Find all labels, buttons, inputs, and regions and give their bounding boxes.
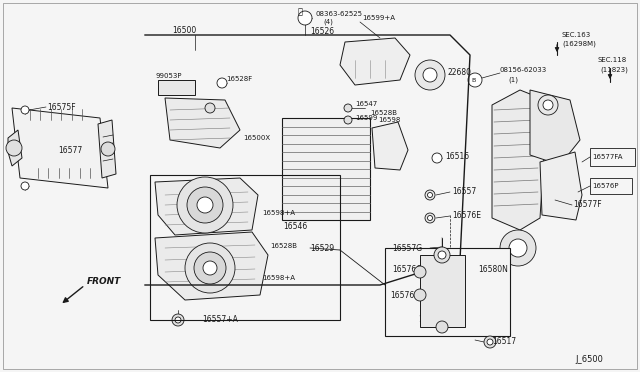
Text: 99053P: 99053P — [155, 73, 182, 79]
Circle shape — [414, 266, 426, 278]
Text: 16526: 16526 — [310, 26, 334, 35]
Circle shape — [414, 289, 426, 301]
Text: 16599+A: 16599+A — [362, 15, 395, 21]
Text: 16599: 16599 — [355, 115, 378, 121]
Text: 16528B: 16528B — [370, 110, 397, 116]
Text: 16528B: 16528B — [270, 243, 297, 249]
Circle shape — [543, 100, 553, 110]
Circle shape — [172, 314, 184, 326]
Text: 16576EA: 16576EA — [390, 292, 424, 301]
Text: 16528F: 16528F — [226, 76, 252, 82]
Circle shape — [217, 78, 227, 88]
Circle shape — [436, 321, 448, 333]
Circle shape — [415, 60, 445, 90]
Polygon shape — [158, 80, 195, 95]
Polygon shape — [372, 122, 408, 170]
Circle shape — [101, 142, 115, 156]
Circle shape — [203, 261, 217, 275]
Polygon shape — [8, 130, 22, 166]
Text: 22680: 22680 — [448, 67, 472, 77]
Polygon shape — [530, 90, 580, 165]
Polygon shape — [155, 232, 268, 300]
Text: SEC.163: SEC.163 — [562, 32, 591, 38]
Polygon shape — [540, 152, 582, 220]
Text: 16500: 16500 — [172, 26, 196, 35]
Text: 16546: 16546 — [283, 221, 307, 231]
Text: 16576P: 16576P — [592, 183, 618, 189]
Polygon shape — [492, 90, 545, 230]
Text: 16598+A: 16598+A — [262, 210, 295, 216]
Text: (1): (1) — [508, 77, 518, 83]
Text: 16598: 16598 — [378, 117, 401, 123]
Circle shape — [434, 247, 450, 263]
Circle shape — [205, 103, 215, 113]
Circle shape — [438, 251, 446, 259]
Text: Ⓢ: Ⓢ — [298, 7, 303, 16]
Text: 16580N: 16580N — [478, 266, 508, 275]
Circle shape — [500, 230, 536, 266]
Text: 16577F: 16577F — [573, 199, 602, 208]
Text: 16557G: 16557G — [392, 244, 422, 253]
Text: 16557H: 16557H — [418, 315, 448, 324]
Circle shape — [428, 192, 433, 198]
Circle shape — [428, 215, 433, 221]
Text: 16516: 16516 — [445, 151, 469, 160]
Circle shape — [194, 252, 226, 284]
Text: J_6500: J_6500 — [575, 356, 603, 365]
Text: B: B — [472, 77, 476, 83]
Circle shape — [468, 73, 482, 87]
Circle shape — [344, 104, 352, 112]
Text: (4): (4) — [323, 19, 333, 25]
Bar — [150, 175, 340, 320]
Circle shape — [197, 197, 213, 213]
Circle shape — [175, 317, 181, 323]
Circle shape — [177, 177, 233, 233]
Text: FRONT: FRONT — [87, 278, 121, 286]
Circle shape — [344, 116, 352, 124]
Text: 16576G: 16576G — [392, 266, 422, 275]
Text: 16598+A: 16598+A — [262, 275, 295, 281]
Polygon shape — [165, 98, 240, 148]
Polygon shape — [155, 178, 258, 235]
Circle shape — [538, 95, 558, 115]
Bar — [282, 118, 370, 220]
Text: 16529: 16529 — [310, 244, 334, 253]
Text: 16500X: 16500X — [243, 135, 270, 141]
Text: 08156-62033: 08156-62033 — [500, 67, 547, 73]
Text: (16298M): (16298M) — [562, 41, 596, 47]
Circle shape — [21, 182, 29, 190]
Circle shape — [425, 190, 435, 200]
Circle shape — [425, 213, 435, 223]
Text: 08363-62525: 08363-62525 — [315, 11, 362, 17]
Text: (11823): (11823) — [600, 67, 628, 73]
Circle shape — [187, 187, 223, 223]
Bar — [385, 248, 510, 336]
Circle shape — [487, 339, 493, 345]
Circle shape — [298, 11, 312, 25]
Text: 16575F: 16575F — [47, 103, 76, 112]
Polygon shape — [340, 38, 410, 85]
Text: 16517: 16517 — [492, 337, 516, 346]
Bar — [590, 148, 635, 166]
Bar — [590, 178, 632, 194]
Circle shape — [6, 140, 22, 156]
Polygon shape — [98, 120, 116, 178]
Text: 16557: 16557 — [452, 186, 476, 196]
Circle shape — [509, 239, 527, 257]
Polygon shape — [12, 108, 108, 188]
Text: 16577FA: 16577FA — [592, 154, 623, 160]
Circle shape — [21, 106, 29, 114]
Circle shape — [432, 153, 442, 163]
Text: 16577: 16577 — [58, 145, 83, 154]
Text: 16547: 16547 — [355, 101, 377, 107]
Circle shape — [484, 336, 496, 348]
Circle shape — [423, 68, 437, 82]
Text: 16576E: 16576E — [452, 211, 481, 219]
Circle shape — [185, 243, 235, 293]
Text: 16557+A: 16557+A — [202, 314, 238, 324]
Text: SEC.118: SEC.118 — [598, 57, 627, 63]
Bar — [420, 255, 465, 327]
